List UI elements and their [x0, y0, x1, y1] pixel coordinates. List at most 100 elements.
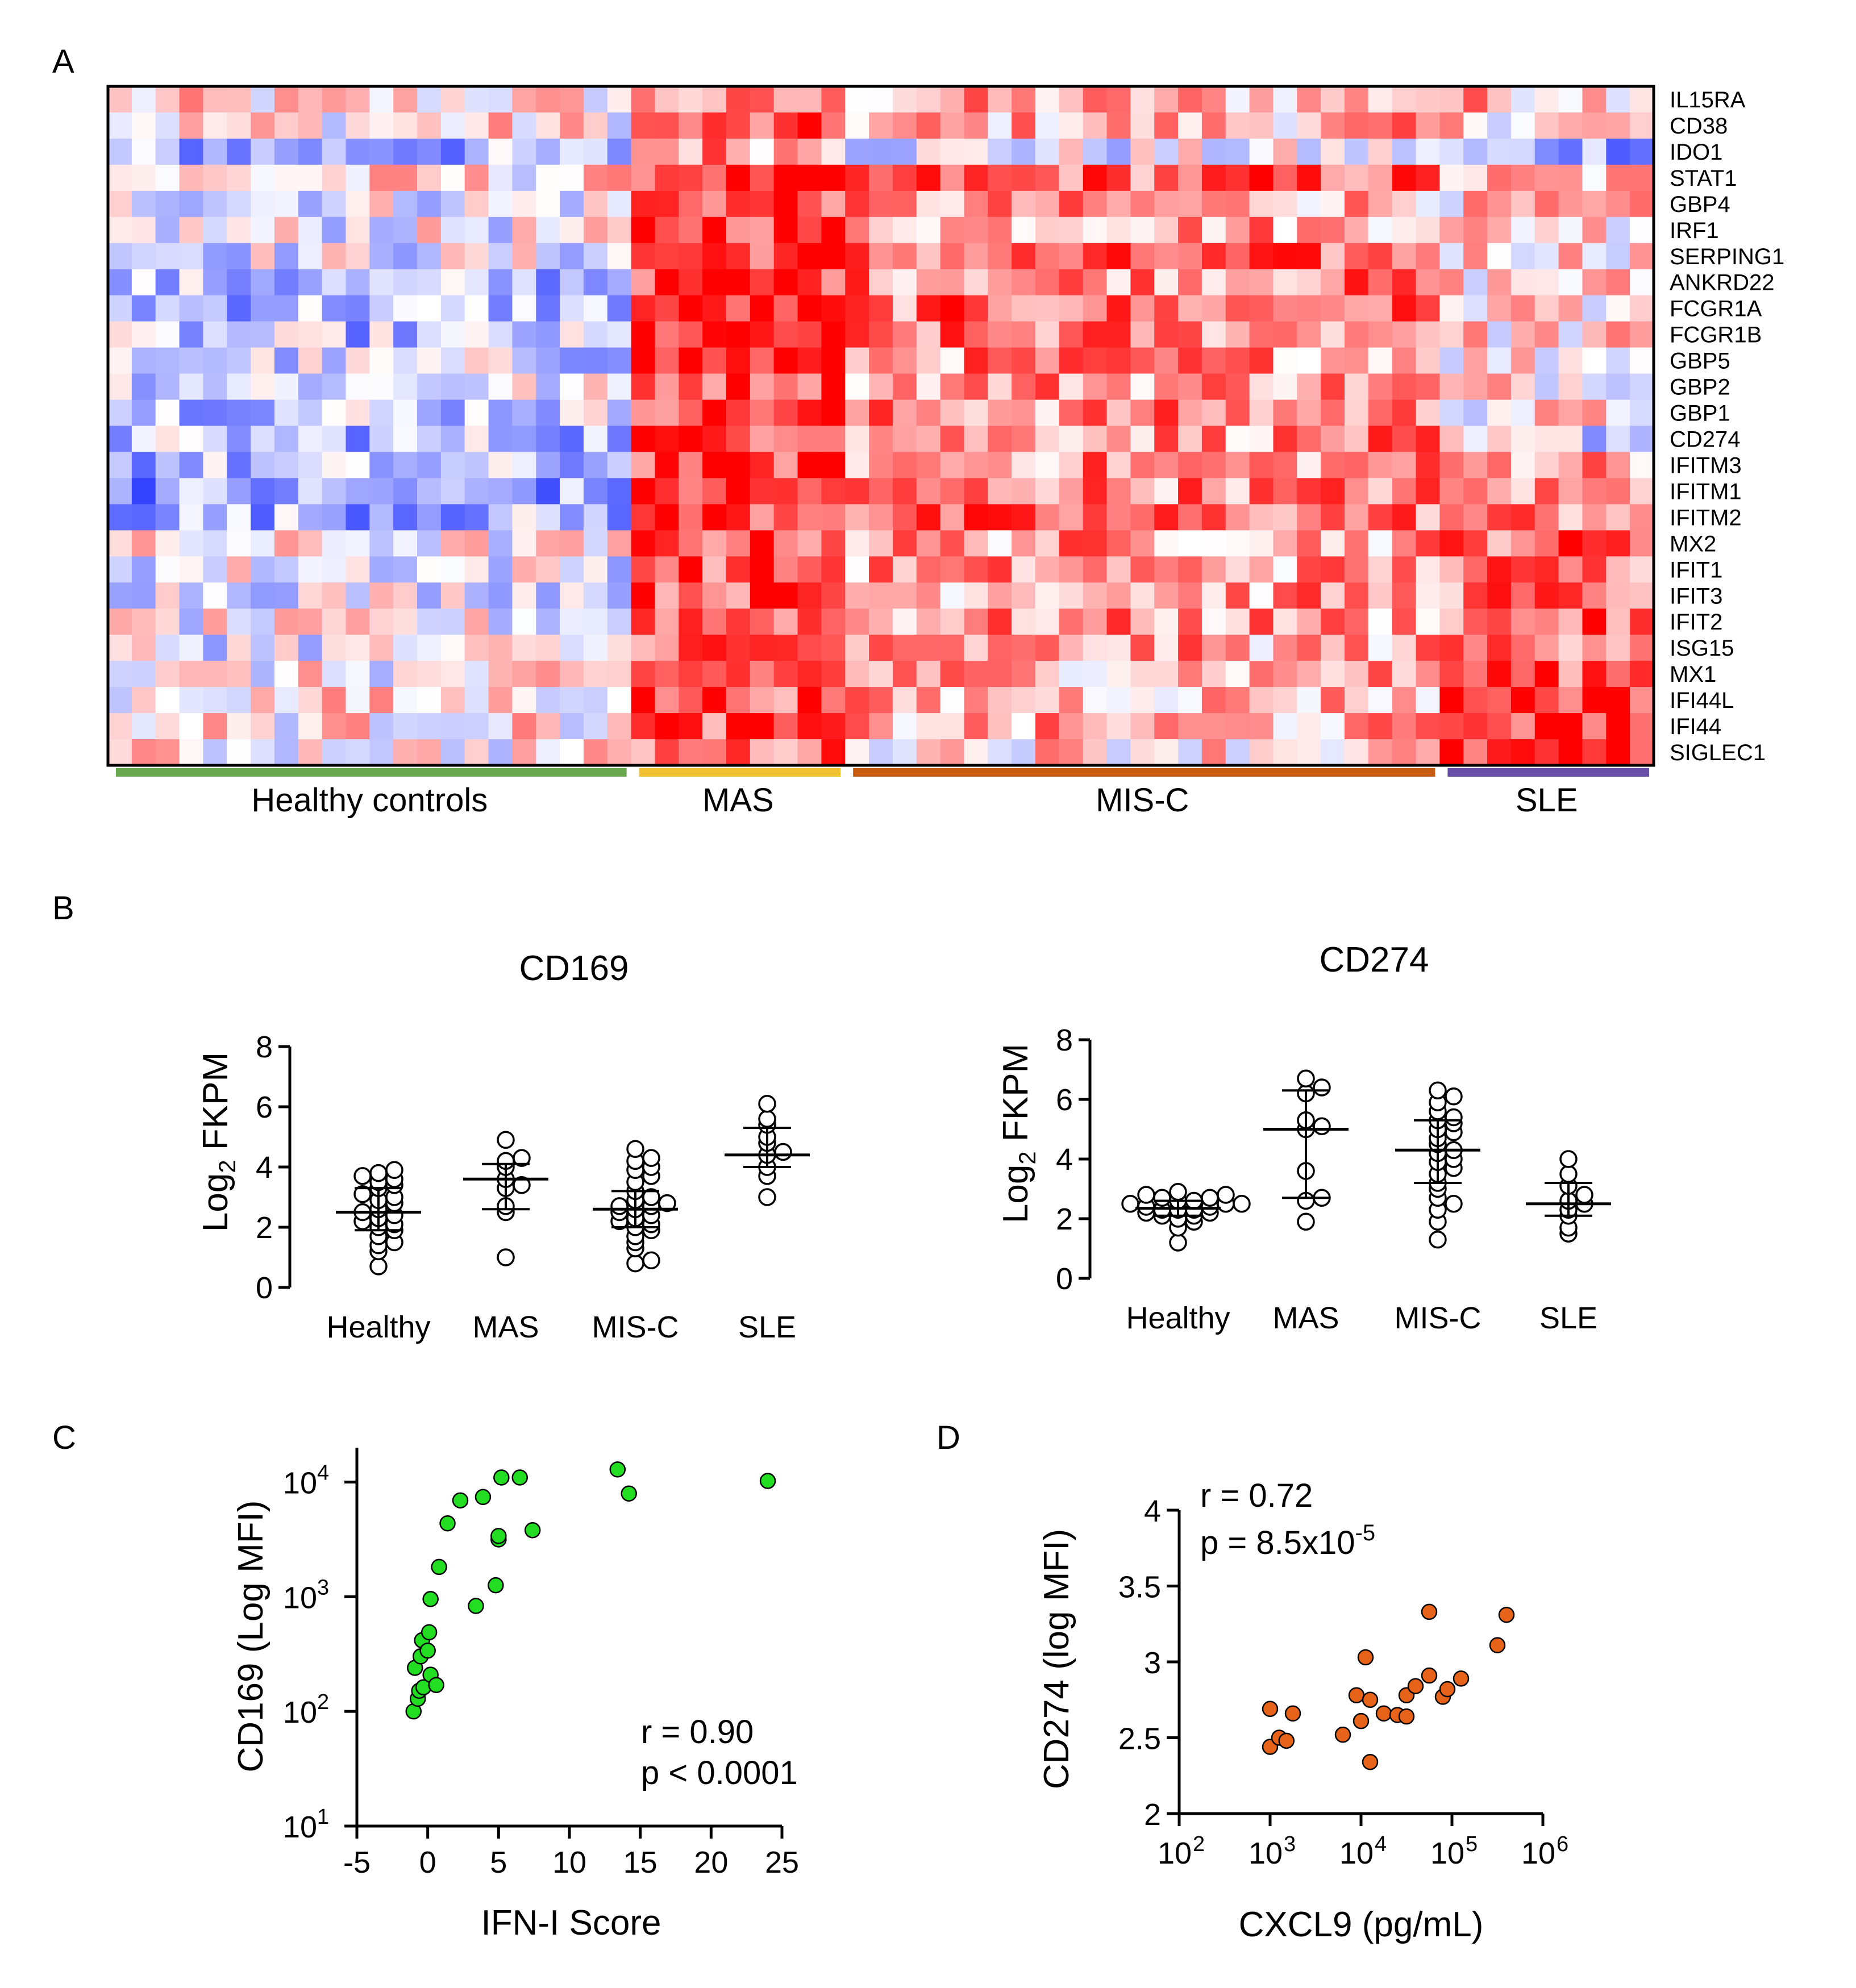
heatmap-cell	[964, 687, 988, 714]
heatmap-cell	[560, 295, 584, 322]
heatmap-cell	[797, 713, 822, 740]
heatmap-cell	[726, 609, 751, 635]
heatmap-cell	[1154, 373, 1179, 401]
heatmap-cell	[1510, 216, 1535, 244]
heatmap-cell	[940, 609, 965, 635]
heatmap-cell	[726, 243, 751, 270]
heatmap-cell	[583, 661, 608, 687]
heatmap-cell	[1368, 556, 1393, 583]
heatmap-cell	[1297, 452, 1321, 479]
heatmap-cell	[155, 478, 180, 505]
heatmap-cell	[988, 295, 1012, 322]
heatmap-cell	[251, 739, 275, 766]
heatmap-cell	[1345, 86, 1369, 113]
heatmap-cell	[750, 504, 775, 531]
heatmap-cell	[869, 530, 893, 557]
heatmap-cell	[869, 452, 893, 479]
heatmap-cell	[536, 739, 560, 766]
y-axis-title-cd169: Log2 FKPM	[196, 1052, 240, 1232]
heatmap-cell	[1582, 582, 1607, 609]
annotation-r-c: r = 0.90	[641, 1714, 754, 1751]
heatmap-cell	[1249, 504, 1274, 531]
heatmap-cell	[1297, 713, 1321, 740]
heatmap-cell	[821, 582, 846, 609]
heatmap-cell	[1392, 687, 1417, 714]
heatmap-cell	[1012, 216, 1036, 244]
heatmap-cell	[1368, 190, 1393, 218]
heatmap-cell	[203, 399, 227, 427]
heatmap-cell	[1582, 190, 1607, 218]
heatmap-cell	[821, 452, 846, 479]
heatmap-cell	[1534, 556, 1559, 583]
heatmap-cell	[1321, 243, 1345, 270]
heatmap-cell	[1012, 112, 1036, 139]
heatmap-cell	[346, 556, 370, 583]
heatmap-cell	[1321, 86, 1345, 113]
heatmap-cell	[869, 687, 893, 714]
heatmap-cell	[346, 609, 370, 635]
heatmap-cell	[1035, 530, 1060, 557]
heatmap-cell	[1345, 635, 1369, 661]
heatmap-cell	[1273, 347, 1297, 374]
heatmap-cell	[1463, 138, 1488, 165]
heatmap-cell	[821, 295, 846, 322]
heatmap-cell	[845, 556, 869, 583]
heatmap-cell	[773, 347, 798, 374]
heatmap-cell	[726, 269, 751, 296]
heatmap-cell	[536, 373, 560, 401]
heatmap-cell	[203, 216, 227, 244]
heatmap-cell	[1416, 426, 1440, 453]
heatmap-cell	[1249, 661, 1274, 687]
heatmap-cell	[1059, 373, 1084, 401]
heatmap-cell	[1606, 269, 1630, 296]
heatmap-cell	[251, 295, 275, 322]
heatmap-cell	[464, 739, 489, 766]
heatmap-cell	[1416, 295, 1440, 322]
heatmap-cell	[1630, 530, 1654, 557]
heatmap-cell	[1225, 269, 1250, 296]
heatmap-cell	[131, 661, 156, 687]
heatmap-cell	[1201, 661, 1226, 687]
heatmap-cell	[1297, 661, 1321, 687]
heatmap-cell	[1463, 426, 1488, 453]
heatmap-cell	[203, 426, 227, 453]
heatmap-cell	[655, 347, 679, 374]
heatmap-cell	[1630, 661, 1654, 687]
heatmap-cell	[440, 635, 465, 661]
heatmap-cell	[440, 739, 465, 766]
heatmap-cell	[726, 478, 751, 505]
heatmap-cell	[1106, 713, 1131, 740]
heatmap-cell	[393, 661, 418, 687]
heatmap-cell	[1558, 582, 1583, 609]
heatmap-cell	[298, 86, 323, 113]
heatmap-cell	[1534, 243, 1559, 270]
heatmap-cell	[773, 739, 798, 766]
heatmap-cell	[417, 530, 442, 557]
data-point	[626, 1140, 644, 1158]
heatmap-cell	[607, 243, 632, 270]
heatmap-cell	[607, 478, 632, 505]
heatmap-cell	[1012, 687, 1036, 714]
heatmap-cell	[607, 164, 632, 191]
heatmap-cell	[1345, 661, 1369, 687]
heatmap-cell	[203, 112, 227, 139]
heatmap-cell	[940, 216, 965, 244]
heatmap-cell	[322, 373, 347, 401]
heatmap-cell	[1439, 399, 1464, 427]
heatmap-cell	[488, 347, 513, 374]
heatmap-cell	[369, 216, 394, 244]
heatmap-cell	[369, 164, 394, 191]
heatmap-cell	[1154, 478, 1179, 505]
heatmap-cell	[512, 530, 536, 557]
heatmap-cell	[655, 112, 679, 139]
heatmap-cell	[108, 582, 132, 609]
heatmap-cell	[179, 530, 203, 557]
heatmap-cell	[583, 713, 608, 740]
heatmap-cell	[1534, 269, 1559, 296]
data-point	[428, 1677, 444, 1694]
heatmap-cell	[512, 478, 536, 505]
heatmap-cell	[1558, 399, 1583, 427]
heatmap-cell	[964, 190, 988, 218]
heatmap-cell	[560, 556, 584, 583]
heatmap-cell	[1582, 713, 1607, 740]
